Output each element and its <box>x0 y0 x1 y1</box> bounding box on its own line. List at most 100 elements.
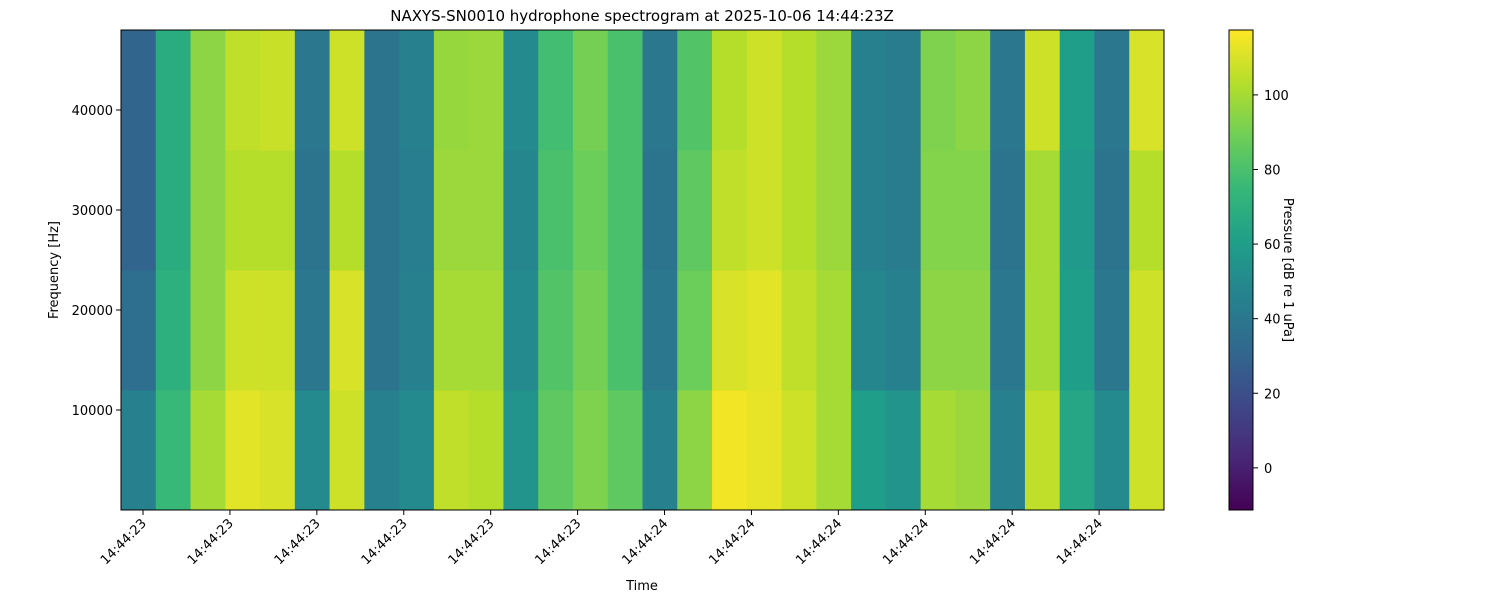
heatmap-cell <box>816 150 852 271</box>
heatmap-cell <box>572 30 609 151</box>
heatmap-cell <box>155 390 192 511</box>
heatmap-cell <box>538 390 574 511</box>
heatmap-cell <box>225 30 261 151</box>
heatmap-cell <box>433 30 470 151</box>
y-tick-label: 40000 <box>72 104 113 119</box>
heatmap-cell <box>538 270 574 391</box>
heatmap-cell <box>1059 150 1095 271</box>
heatmap-cell <box>607 270 643 391</box>
heatmap-cell <box>572 390 609 511</box>
heatmap-cell <box>990 270 1026 391</box>
heatmap-cell <box>677 30 713 151</box>
heatmap-cell <box>433 270 470 391</box>
heatmap-cell <box>121 150 157 271</box>
heatmap-cell <box>1094 390 1130 511</box>
heatmap-cell <box>503 270 539 391</box>
y-tick-label: 10000 <box>72 404 113 419</box>
heatmap-cell <box>990 30 1026 151</box>
heatmap-cell <box>433 390 470 511</box>
colorbar-tick-label: 60 <box>1264 238 1281 253</box>
heatmap-cell <box>642 390 678 511</box>
heatmap-cell <box>1024 150 1061 271</box>
heatmap-cell <box>190 390 226 511</box>
heatmap-cell <box>294 150 331 271</box>
heatmap-cell <box>746 30 783 151</box>
heatmap-cell <box>1094 30 1130 151</box>
heatmap-cell <box>329 30 365 151</box>
heatmap-cell <box>851 270 887 391</box>
heatmap-cell <box>121 390 157 511</box>
x-tick-label: 14:44:24 <box>793 516 845 568</box>
heatmap <box>121 30 1165 511</box>
heatmap-cell <box>294 30 331 151</box>
y-tick-label: 20000 <box>72 304 113 319</box>
heatmap-cell <box>294 270 331 391</box>
heatmap-cell <box>190 150 226 271</box>
heatmap-cell <box>955 270 991 391</box>
heatmap-cell <box>399 30 435 151</box>
heatmap-cell <box>955 30 991 151</box>
heatmap-cell <box>920 390 956 511</box>
heatmap-cell <box>225 390 261 511</box>
x-tick-label: 14:44:23 <box>185 516 237 568</box>
x-tick-label: 14:44:23 <box>272 516 324 568</box>
heatmap-cell <box>885 390 922 511</box>
heatmap-cell <box>572 270 609 391</box>
heatmap-cell <box>990 150 1026 271</box>
heatmap-cell <box>260 150 296 271</box>
colorbar-tick-label: 40 <box>1264 313 1281 328</box>
colorbar-tick-label: 80 <box>1264 163 1281 178</box>
heatmap-cell <box>1024 270 1061 391</box>
heatmap-cell <box>225 270 261 391</box>
x-tick-label: 14:44:23 <box>98 516 150 568</box>
heatmap-cell <box>920 150 956 271</box>
heatmap-cell <box>816 30 852 151</box>
heatmap-cell <box>607 150 643 271</box>
heatmap-cell <box>1129 30 1165 151</box>
heatmap-cell <box>260 30 296 151</box>
heatmap-cell <box>1094 150 1130 271</box>
colorbar-tick-label: 100 <box>1264 89 1289 104</box>
heatmap-cell <box>329 390 365 511</box>
heatmap-cell <box>468 150 504 271</box>
heatmap-cell <box>607 30 643 151</box>
heatmap-cell <box>781 150 817 271</box>
x-tick-label: 14:44:23 <box>359 516 411 568</box>
heatmap-cell <box>538 30 574 151</box>
heatmap-cell <box>190 270 226 391</box>
x-tick-label: 14:44:24 <box>880 516 932 568</box>
x-axis-label: Time <box>625 579 658 594</box>
heatmap-cell <box>1129 150 1165 271</box>
heatmap-cell <box>1129 270 1165 391</box>
heatmap-cell <box>572 150 609 271</box>
heatmap-cell <box>1129 390 1165 511</box>
chart-title: NAXYS-SN0010 hydrophone spectrogram at 2… <box>390 7 894 25</box>
colorbar-tick-label: 0 <box>1264 462 1272 477</box>
heatmap-cell <box>712 30 748 151</box>
heatmap-cell <box>781 390 817 511</box>
y-axis-label: Frequency [Hz] <box>47 221 62 319</box>
heatmap-cell <box>851 150 887 271</box>
heatmap-cell <box>990 390 1026 511</box>
heatmap-cell <box>399 150 435 271</box>
heatmap-cell <box>677 150 713 271</box>
heatmap-cell <box>1059 270 1095 391</box>
x-tick-label: 14:44:24 <box>967 516 1019 568</box>
heatmap-cell <box>155 150 192 271</box>
heatmap-cell <box>538 150 574 271</box>
x-tick-label: 14:44:24 <box>1054 516 1106 568</box>
heatmap-cell <box>955 150 991 271</box>
heatmap-cell <box>712 390 748 511</box>
heatmap-cell <box>712 270 748 391</box>
heatmap-cell <box>260 270 296 391</box>
heatmap-cell <box>816 390 852 511</box>
heatmap-cell <box>920 270 956 391</box>
heatmap-cell <box>920 30 956 151</box>
x-tick-label: 14:44:23 <box>533 516 585 568</box>
heatmap-cell <box>712 150 748 271</box>
heatmap-cell <box>781 270 817 391</box>
heatmap-cell <box>468 270 504 391</box>
heatmap-cell <box>294 390 331 511</box>
